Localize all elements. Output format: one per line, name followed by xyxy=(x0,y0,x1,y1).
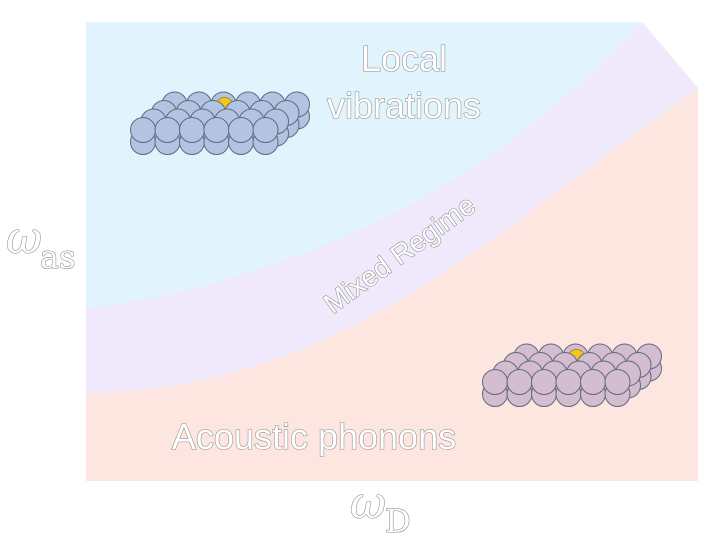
lattice-atom xyxy=(179,117,205,143)
lattice-atom xyxy=(154,117,181,143)
lattice-top xyxy=(130,91,310,155)
y-axis-label: ω as xyxy=(5,212,76,276)
lattice-atom xyxy=(531,369,557,395)
lattice-atom xyxy=(580,369,606,395)
y-axis-symbol: ω xyxy=(6,213,42,264)
x-axis-subscript: D xyxy=(385,502,411,540)
local-vibrations-label-line2: vibrations xyxy=(327,85,481,126)
lattice-atom xyxy=(228,117,254,143)
lattice-atom xyxy=(555,369,582,395)
lattice-atom xyxy=(203,117,230,143)
y-axis-subscript: as xyxy=(40,238,76,276)
lattice-atom xyxy=(604,369,631,395)
lattice-atom xyxy=(482,369,508,395)
x-axis-label: ω D xyxy=(349,477,411,540)
lattice-atom xyxy=(130,117,156,143)
acoustic-phonons-label: Acoustic phonons xyxy=(172,416,456,457)
local-vibrations-label-line1: Local xyxy=(361,38,447,79)
x-axis-symbol: ω xyxy=(350,478,386,529)
lattice-bottom xyxy=(482,343,662,407)
lattice-atom xyxy=(252,117,279,143)
lattice-atom xyxy=(506,369,533,395)
